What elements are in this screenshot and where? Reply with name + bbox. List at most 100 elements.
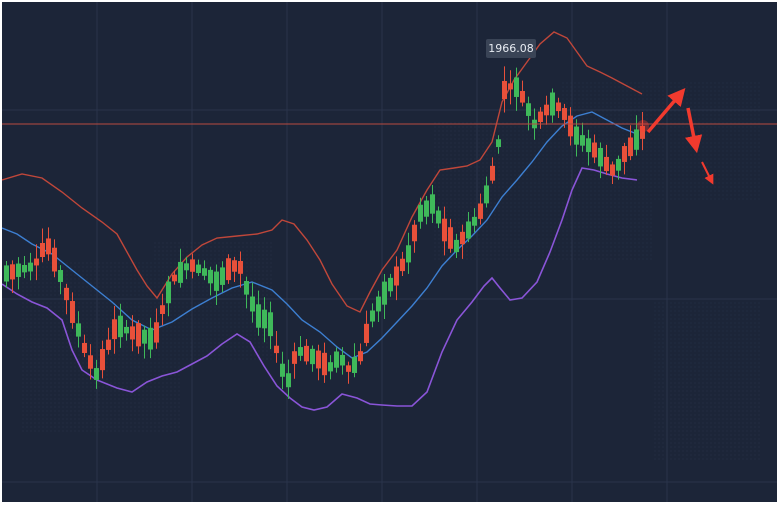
- candle: [490, 157, 495, 184]
- arrow-down-right: [701, 161, 714, 185]
- candle: [292, 342, 297, 379]
- candle-body: [202, 268, 207, 276]
- candle: [334, 347, 339, 373]
- candle-body: [370, 310, 375, 322]
- candle-body: [244, 281, 249, 295]
- candle: [592, 134, 597, 164]
- price-label: 1966.08: [486, 39, 536, 58]
- candle: [124, 320, 129, 341]
- candle: [610, 161, 615, 184]
- candle: [148, 317, 153, 359]
- candle-body: [280, 363, 285, 377]
- candle-body: [190, 259, 195, 272]
- candle-body: [298, 347, 303, 356]
- candle: [442, 206, 447, 256]
- candle: [52, 239, 57, 278]
- candle: [208, 266, 213, 296]
- current-price-glow: [637, 120, 649, 132]
- candle-body: [262, 309, 267, 329]
- candle: [226, 254, 231, 284]
- candle-body: [94, 368, 99, 380]
- candle: [58, 265, 63, 295]
- candle-body: [358, 351, 363, 362]
- candle: [598, 142, 603, 179]
- candle-body: [430, 194, 435, 214]
- candle: [400, 251, 405, 277]
- candle: [28, 252, 33, 281]
- candle: [106, 327, 111, 355]
- candle: [316, 344, 321, 381]
- candle: [280, 351, 285, 390]
- candle: [184, 256, 189, 280]
- candle-body: [364, 323, 369, 343]
- candle: [94, 359, 99, 389]
- candle: [502, 66, 507, 113]
- candle: [388, 273, 393, 297]
- candle-body: [172, 274, 177, 282]
- candle-body: [610, 164, 615, 176]
- candle-body: [226, 258, 231, 281]
- candle: [544, 95, 549, 125]
- candle-body: [316, 350, 321, 369]
- candle: [430, 184, 435, 224]
- candle: [172, 270, 177, 285]
- candle: [220, 261, 225, 293]
- candle-body: [544, 104, 549, 116]
- candle: [466, 211, 471, 243]
- candle-body: [184, 263, 189, 271]
- candle-body: [490, 165, 495, 181]
- candle-body: [274, 345, 279, 354]
- candle-body: [388, 277, 393, 292]
- candle: [484, 176, 489, 208]
- candle-body: [502, 80, 507, 100]
- candle: [568, 107, 573, 146]
- candle: [406, 232, 411, 274]
- candle: [70, 292, 75, 329]
- candle: [382, 274, 387, 320]
- candle: [118, 303, 123, 348]
- candle-body: [442, 218, 447, 242]
- candle: [376, 290, 381, 322]
- candle: [424, 196, 429, 225]
- candle: [46, 227, 51, 261]
- candle-body: [574, 126, 579, 145]
- candle-body: [400, 258, 405, 272]
- candle-body: [100, 349, 105, 371]
- candle-body: [286, 373, 291, 388]
- candle-body: [130, 326, 135, 340]
- candle-body: [424, 200, 429, 217]
- candle: [472, 208, 477, 233]
- candle-body: [412, 224, 417, 242]
- candle-body: [484, 185, 489, 204]
- candle: [358, 343, 363, 365]
- candle-body: [586, 138, 591, 153]
- candle: [538, 107, 543, 129]
- candle: [112, 305, 117, 354]
- candle-body: [16, 263, 21, 277]
- candle-body: [592, 142, 597, 158]
- candle: [628, 125, 633, 161]
- candle-body: [304, 345, 309, 362]
- candle-body: [76, 323, 81, 337]
- candle: [4, 261, 9, 288]
- candle: [196, 259, 201, 277]
- candle: [286, 359, 291, 399]
- candle-body: [376, 296, 381, 312]
- candle-body: [580, 135, 585, 146]
- arrow-up-right: [646, 87, 686, 134]
- candle-body: [562, 108, 567, 120]
- candle-body: [346, 365, 351, 372]
- candle: [274, 331, 279, 363]
- candle-body: [640, 125, 645, 139]
- candle-body: [166, 281, 171, 304]
- candle-body: [208, 269, 213, 284]
- candle: [454, 233, 459, 259]
- candle: [364, 310, 369, 347]
- candle: [346, 361, 351, 384]
- candle-body: [10, 264, 15, 280]
- candle-body: [64, 287, 69, 301]
- candle-body: [460, 231, 465, 245]
- candle: [154, 308, 159, 349]
